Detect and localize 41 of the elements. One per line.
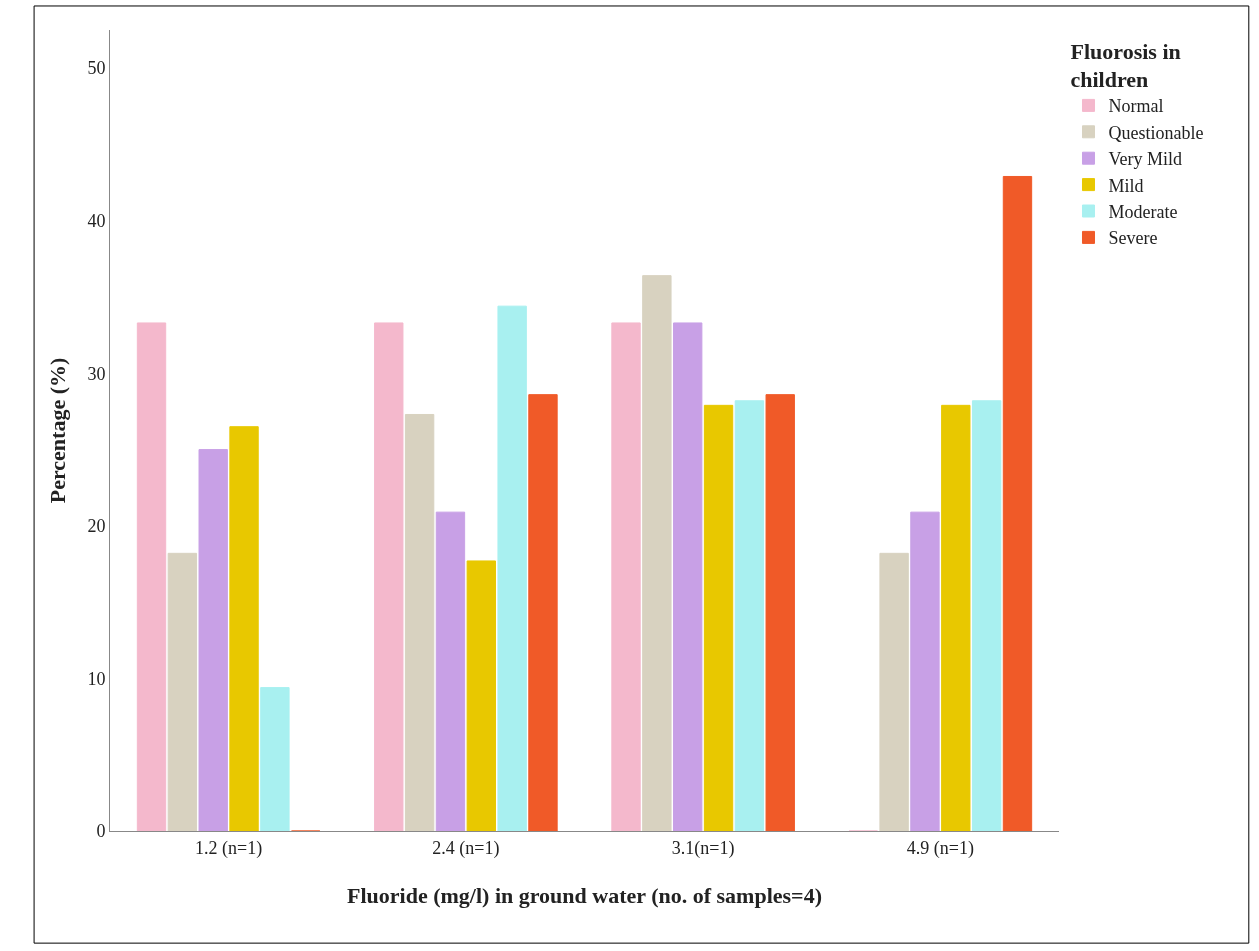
bar (229, 426, 259, 831)
bar (910, 511, 940, 831)
y-tick-label: 0 (96, 821, 106, 842)
legend-label: Mild (1108, 175, 1144, 196)
legend-label: Very Mild (1108, 149, 1182, 170)
bar (167, 552, 198, 831)
x-tick-label: 4.9 (n=1) (906, 837, 974, 859)
x-tick-label: 1.2 (n=1) (195, 837, 263, 859)
bar (435, 511, 466, 831)
y-tick-label: 40 (87, 211, 106, 232)
bar (673, 322, 703, 831)
bar (1002, 175, 1033, 831)
bar (497, 305, 527, 831)
bar (642, 275, 672, 831)
x-tick-label: 3.1(n=1) (671, 837, 735, 859)
bar (374, 322, 404, 831)
legend-label: Moderate (1108, 202, 1178, 223)
bar (703, 404, 734, 831)
y-tick-label: 10 (87, 668, 106, 689)
legend-label: Normal (1108, 96, 1164, 117)
bar (611, 322, 641, 831)
bar (765, 394, 795, 831)
bar (971, 400, 1002, 831)
legend-title: Fluorosis in children (1070, 38, 1181, 93)
legend-label: Severe (1108, 228, 1158, 249)
y-axis-title: Percentage (%) (45, 357, 71, 504)
legend-label: Questionable (1108, 122, 1204, 143)
bar (136, 322, 167, 831)
y-tick-label: 30 (87, 363, 106, 384)
x-axis-title: Fluoride (mg/l) in ground water (no. of samples=4) (347, 883, 822, 909)
bar (260, 687, 290, 831)
y-tick-label: 20 (87, 516, 106, 537)
bar (404, 413, 435, 831)
bar (528, 394, 558, 831)
bar (941, 404, 971, 831)
bar (466, 560, 496, 831)
bar (879, 552, 909, 831)
y-tick-label: 50 (87, 58, 106, 79)
bar (198, 449, 228, 831)
x-tick-label: 2.4 (n=1) (432, 837, 500, 859)
bar (734, 400, 765, 831)
